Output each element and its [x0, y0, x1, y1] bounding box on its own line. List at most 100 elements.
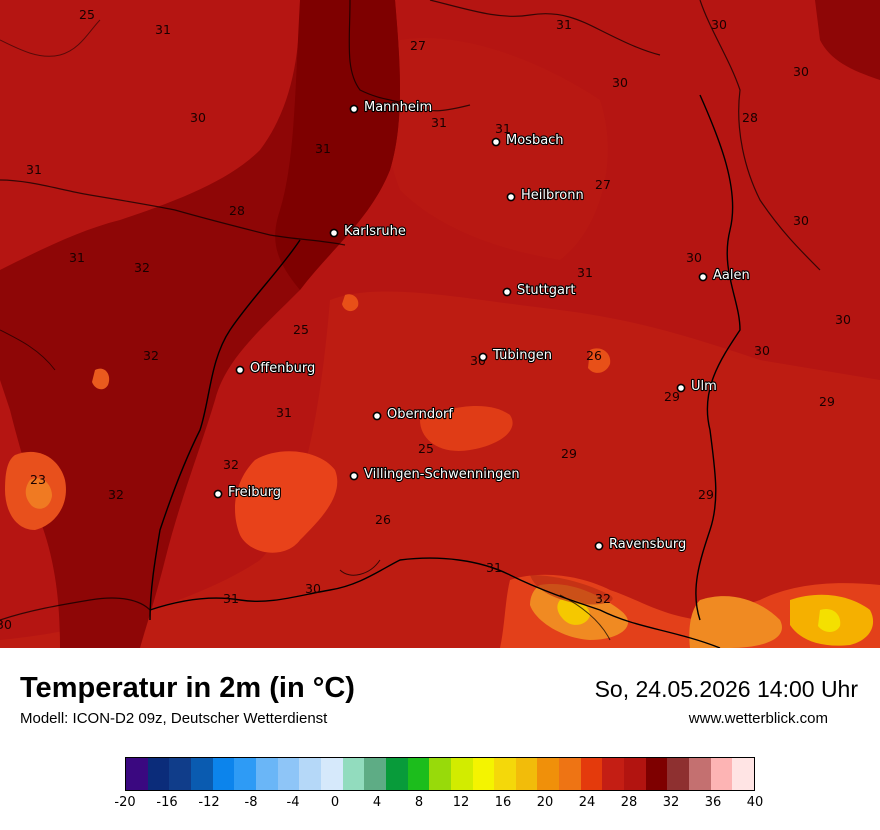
colorbar-segment — [169, 758, 191, 790]
temperature-value-label: 28 — [229, 203, 245, 218]
city-marker: Villingen-Schwenningen — [349, 466, 521, 483]
city-label: Freiburg — [228, 485, 281, 500]
city-dot — [329, 228, 339, 238]
colorbar-segment — [299, 758, 321, 790]
colorbar-segment — [689, 758, 711, 790]
colorbar-tick-label: -12 — [198, 795, 220, 810]
temperature-value-label: 30 — [793, 213, 809, 228]
city-label: Stuttgart — [517, 283, 575, 298]
temperature-value-label: 31 — [577, 265, 593, 280]
temperature-value-label: 32 — [108, 487, 124, 502]
colorbar-segment — [429, 758, 451, 790]
temperature-value-label: 31 — [495, 121, 511, 136]
temperature-value-label: 29 — [819, 394, 835, 409]
temperature-value-label: 25 — [418, 441, 434, 456]
temperature-value-label: 29 — [561, 446, 577, 461]
city-dot — [349, 104, 359, 114]
temperature-value-label: 30 — [711, 17, 727, 32]
colorbar-segment — [559, 758, 581, 790]
city-marker: Ravensburg — [594, 536, 687, 553]
temperature-value-label: 26 — [586, 348, 602, 363]
forecast-datetime: So, 24.05.2026 14:00 Uhr — [594, 676, 858, 702]
temperature-value-label: 30 — [612, 75, 628, 90]
colorbar-segment — [580, 758, 603, 790]
city-marker: Oberndorf — [372, 406, 454, 423]
colorbar-segment — [320, 758, 343, 790]
colorbar-tick-label: 8 — [414, 795, 424, 810]
colorbar-segment — [450, 758, 473, 790]
map-title: Temperatur in 2m (in °C) — [20, 672, 355, 704]
model-info: Modell: ICON-D2 09z, Deutscher Wetterdie… — [20, 710, 328, 727]
temperature-map: 25 31 31 30 27 30 30 30 31 31 28 31 31 27 28 30 30 31 32 31… — [0, 0, 880, 648]
colorbar-segment — [342, 758, 365, 790]
city-marker: Freiburg — [213, 484, 282, 501]
colorbar-segment — [732, 758, 755, 790]
colorbar-segment — [602, 758, 625, 790]
temperature-colorbar — [125, 757, 755, 791]
colorbar-tick-label: 4 — [372, 795, 382, 810]
temperature-value-label: 32 — [134, 260, 150, 275]
temperature-value-label: 32 — [143, 348, 159, 363]
temperature-value-label: 25 — [293, 322, 309, 337]
temperature-value-label: 31 — [26, 162, 42, 177]
city-dot — [478, 352, 488, 362]
city-label: Villingen-Schwenningen — [364, 467, 520, 482]
colorbar-segment — [645, 758, 668, 790]
city-label: Offenburg — [250, 361, 315, 376]
colorbar-segment — [277, 758, 300, 790]
temperature-value-label: 30 — [0, 617, 12, 632]
temperature-value-label: 31 — [69, 250, 85, 265]
temperature-value-label: 31 — [486, 560, 502, 575]
colorbar-segment — [147, 758, 170, 790]
colorbar-segment — [472, 758, 495, 790]
colorbar-segment — [624, 758, 646, 790]
temperature-value-label: 30 — [305, 581, 321, 596]
temperature-value-label: 30 — [835, 312, 851, 327]
colorbar-tick-label: 28 — [620, 795, 638, 810]
city-marker: Karlsruhe — [329, 223, 407, 240]
colorbar-segment — [515, 758, 538, 790]
colorbar-tick-label: -16 — [156, 795, 178, 810]
colorbar-segment — [190, 758, 213, 790]
temperature-value-label: 25 — [79, 7, 95, 22]
temperature-value-label: 27 — [595, 177, 611, 192]
website-link[interactable]: www.wetterblick.com — [688, 710, 828, 727]
city-label: Karlsruhe — [344, 224, 406, 239]
colorbar-segment — [126, 758, 148, 790]
colorbar-segment — [234, 758, 256, 790]
temperature-value-label: 30 — [190, 110, 206, 125]
city-label: Tübingen — [492, 348, 552, 363]
colorbar-segment — [537, 758, 560, 790]
colorbar-segment — [407, 758, 430, 790]
temperature-value-label: 28 — [742, 110, 758, 125]
colorbar-tick-label: 20 — [536, 795, 554, 810]
city-label: Oberndorf — [387, 407, 453, 422]
city-dot — [235, 365, 245, 375]
city-dot — [502, 287, 512, 297]
colorbar-segment — [212, 758, 235, 790]
colorbar-segment — [667, 758, 690, 790]
colorbar-tick-label: 32 — [662, 795, 680, 810]
colorbar-tick-label: -8 — [244, 795, 258, 810]
city-dot — [491, 137, 501, 147]
temperature-value-label: 32 — [595, 591, 611, 606]
colorbar-tick-label: -4 — [286, 795, 300, 810]
temperature-value-label: 29 — [698, 487, 714, 502]
temperature-value-label: 31 — [431, 115, 447, 130]
colorbar-segment — [364, 758, 386, 790]
colorbar-tick-label: 0 — [330, 795, 340, 810]
colorbar-tick-label: 24 — [578, 795, 596, 810]
city-marker: Mannheim — [349, 99, 433, 116]
colorbar-segment — [710, 758, 733, 790]
footer: Temperatur in 2m (in °C) Modell: ICON-D2… — [0, 648, 880, 830]
temperature-value-label: 31 — [276, 405, 292, 420]
city-label: Mannheim — [364, 100, 432, 115]
colorbar-tick-label: 16 — [494, 795, 512, 810]
city-label: Ravensburg — [609, 537, 686, 552]
city-label: Mosbach — [506, 133, 564, 148]
colorbar-tick-label: -20 — [114, 795, 136, 810]
colorbar-segment — [494, 758, 516, 790]
temperature-value-label: 31 — [315, 141, 331, 156]
city-marker: Offenburg — [235, 360, 316, 377]
city-label: Ulm — [691, 379, 717, 394]
